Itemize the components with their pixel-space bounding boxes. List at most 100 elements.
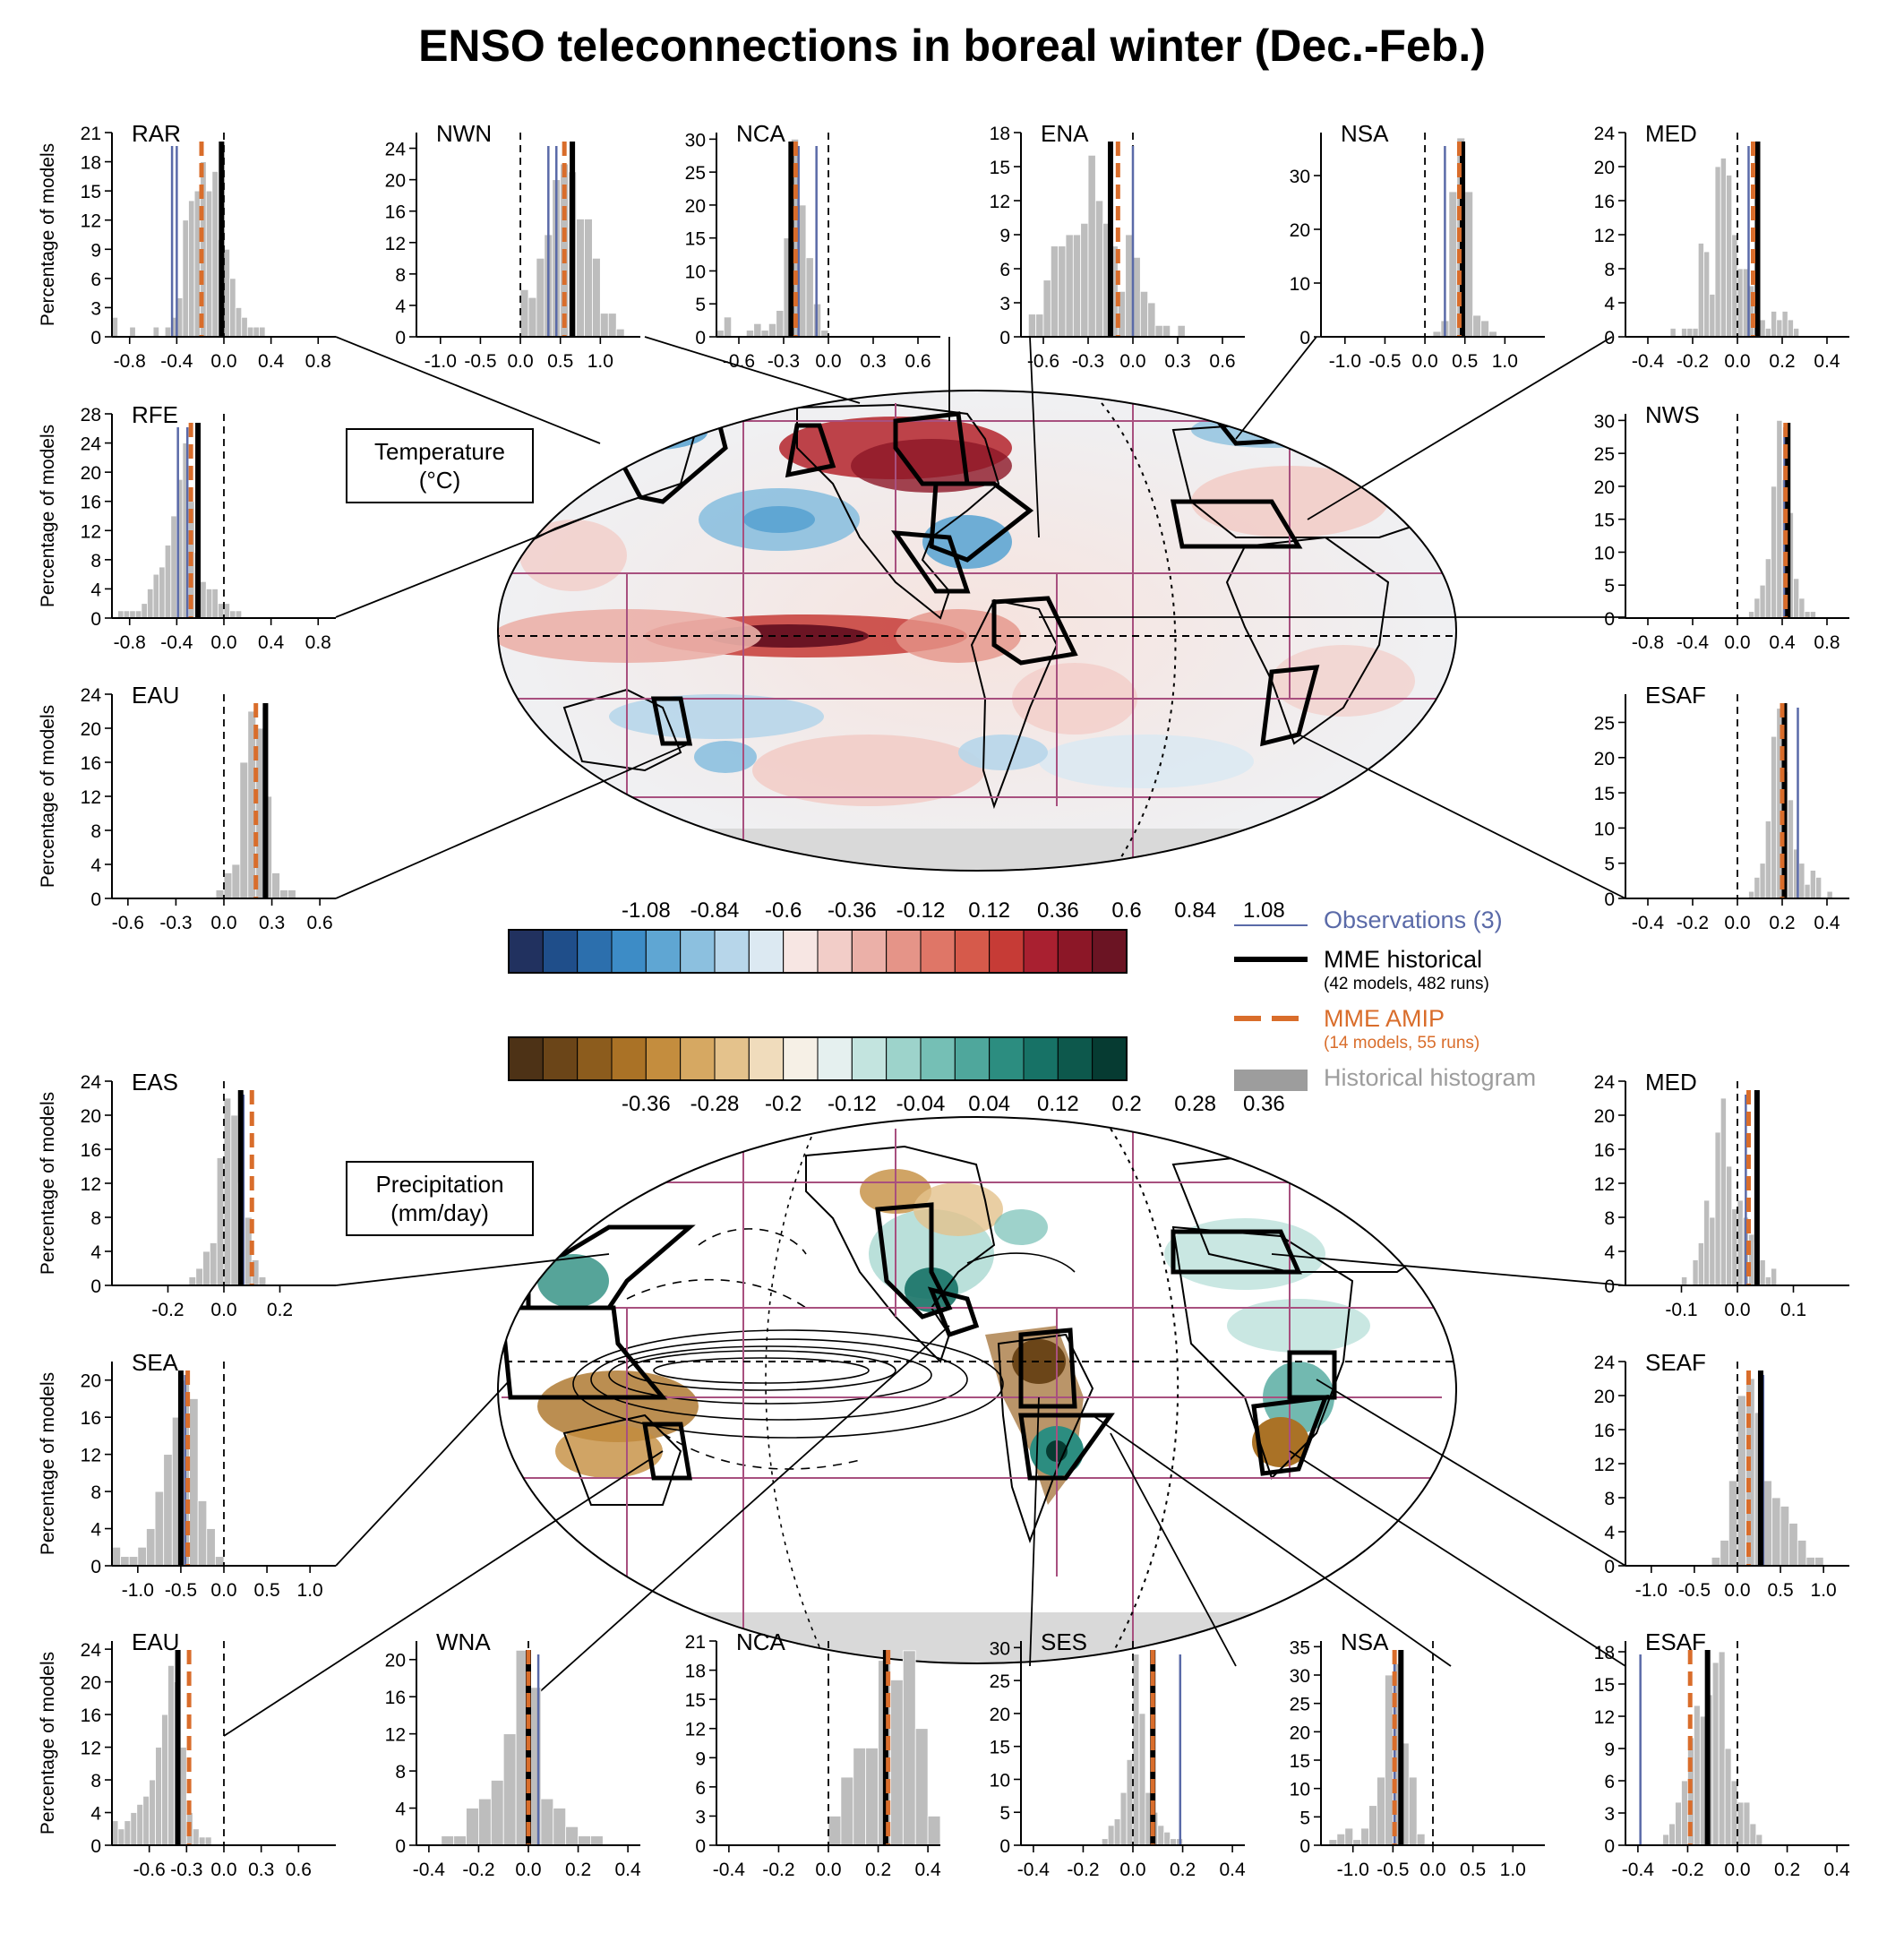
histogram-bar	[1472, 314, 1481, 338]
y-tick-label: 0	[1604, 1276, 1615, 1297]
histogram-bar	[1720, 158, 1727, 338]
y-tick-label: 12	[81, 1446, 101, 1466]
y-tick-label: 10	[1290, 274, 1310, 295]
x-tick-label: 1.0	[1500, 1860, 1526, 1880]
x-tick-label: 0.0	[210, 1860, 236, 1880]
x-tick-label: 0.8	[305, 351, 331, 372]
histogram-bar	[1781, 311, 1788, 338]
histogram-bar	[776, 310, 785, 338]
y-tick-label: 16	[1594, 1140, 1615, 1161]
histogram-bar	[1762, 1480, 1772, 1567]
y-tick-label: 3	[695, 1807, 706, 1827]
y-tick-label: 0	[90, 1557, 101, 1577]
histogram-bar	[502, 1733, 517, 1846]
histogram-bar	[1703, 251, 1711, 338]
histogram-bar	[1692, 328, 1699, 338]
histogram-bar	[154, 1491, 165, 1567]
colorbar-cell	[680, 929, 716, 974]
y-tick-label: 4	[90, 855, 101, 876]
histogram-bar	[1809, 870, 1816, 899]
x-tick-label: -0.5	[1368, 351, 1401, 372]
histogram-panels: 0 3 6 9 12 15 18 21 -0.8 -0.4 0.0 0.4 0.8 RAR Percenta…	[38, 120, 1850, 1880]
y-tick-label: 0	[90, 328, 101, 348]
histogram-bar	[527, 296, 537, 338]
histogram-bar	[1771, 485, 1778, 619]
y-tick-label: 0	[1604, 889, 1615, 910]
histogram-bar	[124, 1820, 132, 1846]
histogram-bar	[204, 1836, 212, 1846]
temperature-label-line2: (°C)	[418, 467, 461, 494]
x-tick-label: 0.0	[210, 632, 236, 653]
histogram-bar	[1480, 320, 1489, 338]
y-tick-label: 24	[1594, 1072, 1616, 1093]
histogram-panel-nsa: 0 5 10 15 20 25 30 35 -1.0 -0.5 0.0 0.5 1.0 NSA	[1290, 1628, 1545, 1880]
histogram-panel-wna: 0 4 8 12 16 20 -0.4 -0.2 0.0 0.2 0.4 WNA	[385, 1628, 641, 1880]
y-tick-label: 0	[999, 1836, 1010, 1857]
histogram-bar	[865, 1748, 879, 1846]
colorbar-cell	[989, 929, 1025, 974]
x-tick-label: 0.0	[507, 351, 533, 372]
legend-text-observations: Observations (3)	[1324, 906, 1503, 933]
histogram-bar	[279, 889, 288, 899]
y-tick-label: 24	[81, 1640, 102, 1661]
x-tick-label: -1.0	[122, 1580, 154, 1601]
histogram-bar	[1793, 328, 1800, 338]
x-tick-label: 0.2	[267, 1300, 293, 1320]
y-tick-label: 20	[1594, 158, 1615, 178]
y-tick-label: 12	[1594, 1707, 1615, 1728]
histogram-bar	[149, 1779, 157, 1846]
leader-line	[335, 743, 690, 899]
colorbar-cell	[954, 1036, 991, 1081]
y-tick-label: 15	[1290, 1751, 1310, 1772]
histogram-bar	[247, 710, 257, 899]
x-tick-label: -0.8	[114, 351, 146, 372]
y-tick-label: 4	[90, 1804, 101, 1825]
histogram-bar	[117, 610, 124, 619]
histogram-bar	[1743, 1801, 1751, 1846]
histogram-bar	[1771, 311, 1778, 338]
histogram-bar	[540, 1798, 554, 1846]
x-tick-label: 0.0	[210, 1580, 236, 1601]
x-tick-label: -0.8	[1632, 632, 1664, 653]
x-tick-label: 0.3	[1164, 351, 1190, 372]
y-axis-label: Percentage of models	[38, 1092, 58, 1275]
leader-line	[335, 336, 601, 444]
histogram-bar	[129, 326, 136, 338]
histogram-bar	[1804, 883, 1811, 899]
x-tick-label: -1.0	[425, 351, 457, 372]
histogram-bar	[441, 1835, 455, 1846]
histogram-bar	[1826, 890, 1833, 899]
precipitation-label-line2: (mm/day)	[390, 1199, 489, 1226]
histogram-bar	[214, 1556, 225, 1567]
colorbar-tick-label: -0.28	[690, 1092, 740, 1116]
histogram-panel-nwn: 0 4 8 12 16 20 24 -1.0 -0.5 0.0 0.5 1.0 NWN	[385, 120, 640, 372]
histogram-bar	[478, 1798, 492, 1846]
histogram-bar	[1686, 328, 1694, 338]
histogram-bar	[130, 1812, 138, 1846]
histogram-bar	[1776, 419, 1783, 619]
x-tick-label: -0.4	[413, 1860, 446, 1880]
histogram-bar	[141, 603, 148, 619]
x-tick-label: -0.8	[114, 632, 146, 653]
x-tick-label: -0.5	[1377, 1860, 1409, 1880]
colorbar-cell	[886, 929, 922, 974]
histogram-bar	[197, 1500, 208, 1567]
histogram-bar	[1163, 1831, 1171, 1846]
colorbar-tick-label: 1.08	[1243, 898, 1285, 923]
colorbar-tick-label: 0.6	[1111, 898, 1141, 923]
histogram-bar	[120, 1556, 130, 1567]
y-tick-label: 8	[90, 551, 101, 571]
histogram-bar	[1711, 1662, 1720, 1846]
legend-swatch-observations	[1234, 924, 1308, 926]
x-tick-label: -0.5	[165, 1580, 197, 1601]
y-tick-label: 8	[90, 1208, 101, 1229]
legend-text-mme-amip: MME AMIP	[1324, 1005, 1445, 1032]
y-tick-label: 35	[1290, 1637, 1310, 1658]
histogram-bar	[211, 171, 219, 338]
histogram-bar	[1780, 1506, 1790, 1567]
histogram-bar	[1058, 245, 1067, 338]
histogram-bar	[1669, 328, 1677, 338]
histogram-bar	[576, 219, 585, 338]
colorbar-tick-label: -0.36	[828, 898, 877, 923]
histogram-bar	[1344, 1827, 1354, 1846]
